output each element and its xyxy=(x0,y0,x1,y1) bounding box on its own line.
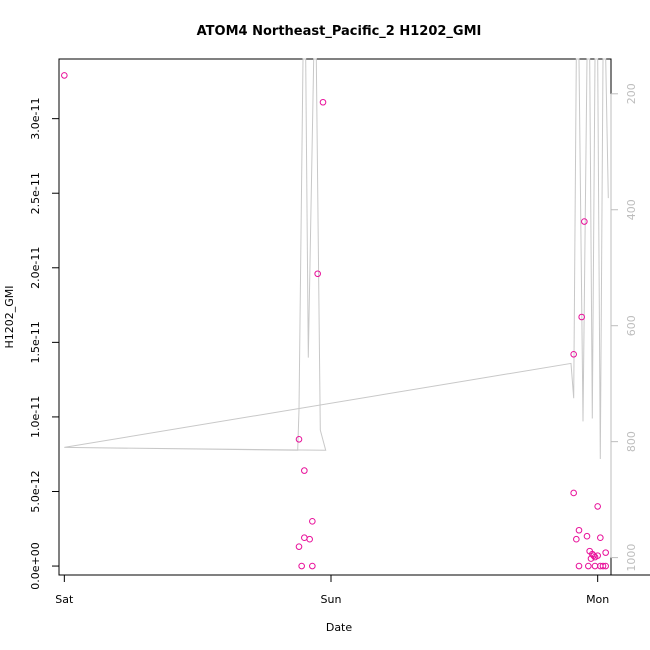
data-point xyxy=(587,555,595,562)
data-point xyxy=(599,562,607,570)
points-layer xyxy=(61,72,609,570)
data-point xyxy=(61,72,68,79)
y-axis: 0.0e+00 5.0e-12 1.0e-11 1.5e-11 2.0e-11 2.5e-… xyxy=(29,98,60,590)
depth-series-line xyxy=(64,58,609,460)
y-tick-label: 1.0e-11 xyxy=(29,396,42,438)
data-point xyxy=(314,270,321,278)
data-point xyxy=(575,562,583,570)
y-tick-label: 2.5e-11 xyxy=(29,172,42,214)
y2-tick-label: 1000 xyxy=(625,544,638,572)
x-tick-label: Sat xyxy=(55,593,74,606)
y-tick-label: 3.0e-11 xyxy=(29,98,42,140)
data-point xyxy=(585,562,592,570)
data-point xyxy=(573,535,580,543)
y2-axis: 200 400 600 800 1000 xyxy=(610,83,638,572)
x-tick-label: Mon xyxy=(586,593,609,606)
x-tick-label: Sun xyxy=(321,593,342,606)
data-point xyxy=(597,534,604,542)
data-point xyxy=(578,313,585,321)
data-point xyxy=(591,562,599,570)
data-point xyxy=(301,534,308,542)
data-point xyxy=(575,526,583,534)
data-point xyxy=(602,562,609,570)
depth-line-layer xyxy=(64,58,609,460)
plot-frame xyxy=(58,58,612,576)
y2-tick-label: 400 xyxy=(625,199,638,220)
data-point xyxy=(309,562,316,570)
data-point xyxy=(298,562,305,570)
data-point xyxy=(570,489,577,497)
data-point xyxy=(319,98,327,106)
data-point xyxy=(594,503,601,510)
y-tick-label: 0.0e+00 xyxy=(29,542,42,589)
y2-tick-label: 800 xyxy=(625,431,638,452)
data-point xyxy=(602,549,609,556)
y2-tick-label: 200 xyxy=(625,83,638,104)
data-point xyxy=(295,435,303,443)
data-point xyxy=(301,467,308,474)
data-point xyxy=(295,543,303,550)
y-tick-label: 2.0e-11 xyxy=(29,247,42,289)
y-tick-label: 1.5e-11 xyxy=(29,321,42,363)
data-point xyxy=(309,518,316,525)
data-point xyxy=(581,218,588,225)
y-axis-label: H1202_GMI xyxy=(3,285,16,348)
data-point xyxy=(583,532,591,540)
y2-tick-label: 600 xyxy=(625,315,638,336)
data-point xyxy=(591,553,599,561)
data-point xyxy=(570,350,577,358)
x-axis-label: Date xyxy=(326,621,353,634)
x-axis: SatSunMonTue xyxy=(55,574,650,606)
data-point xyxy=(306,535,313,543)
chart-title: ATOM4 Northeast_Pacific_2 H1202_GMI xyxy=(197,24,482,39)
y-tick-label: 5.0e-12 xyxy=(29,470,42,512)
